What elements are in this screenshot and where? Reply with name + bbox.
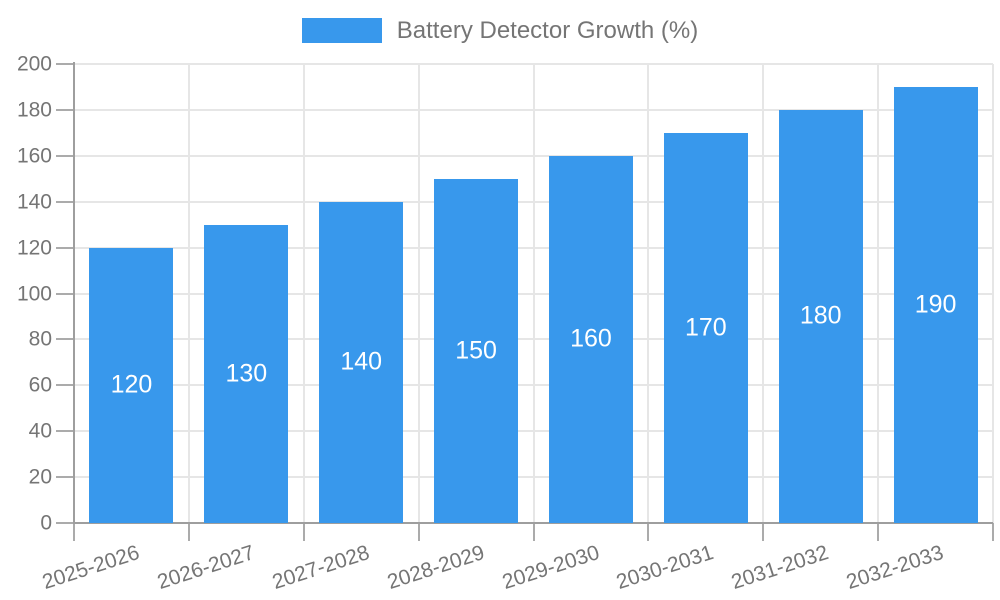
x-tick-mark <box>417 523 420 541</box>
x-gridline <box>762 64 765 523</box>
y-axis-line <box>73 62 75 523</box>
bar-value-label: 140 <box>340 347 383 376</box>
x-gridline <box>187 64 190 523</box>
y-tick-label: 120 <box>16 236 52 260</box>
x-tick-label: 2027-2028 <box>269 541 372 594</box>
x-tick-label: 2025-2026 <box>39 541 143 594</box>
x-gridline <box>532 64 535 523</box>
bar <box>89 247 174 523</box>
x-gridline <box>877 64 880 523</box>
bar <box>548 155 633 523</box>
y-tick-label: 180 <box>16 98 52 122</box>
bar-value-label: 160 <box>570 324 612 353</box>
y-tick-label: 200 <box>16 52 52 76</box>
x-tick-label: 2031-2032 <box>728 541 832 594</box>
bar-value-label: 170 <box>684 313 727 342</box>
y-tick-mark <box>56 292 74 295</box>
y-tick-mark <box>56 430 74 433</box>
y-tick-mark <box>56 476 74 479</box>
x-tick-label: 2026-2027 <box>154 541 258 594</box>
x-tick-label: 2029-2030 <box>499 541 602 594</box>
y-tick-label: 40 <box>28 419 52 443</box>
y-tick-mark <box>56 384 74 387</box>
bar <box>778 109 863 523</box>
y-tick-label: 0 <box>40 511 52 535</box>
bar <box>434 178 519 523</box>
y-tick-mark <box>56 63 74 65</box>
y-tick-label: 160 <box>16 144 52 168</box>
x-tick-mark <box>302 523 305 541</box>
y-tick-mark <box>56 108 74 111</box>
bar-value-label: 190 <box>914 290 957 319</box>
bar <box>204 224 289 523</box>
y-tick-label: 100 <box>16 282 52 305</box>
x-tick-mark <box>647 523 650 541</box>
x-tick-label: 2028-2029 <box>384 541 487 594</box>
y-tick-label: 60 <box>28 373 52 397</box>
x-tick-mark <box>762 523 765 541</box>
x-axis-line <box>73 522 993 524</box>
legend-label: Battery Detector Growth (%) <box>396 17 699 44</box>
y-tick-label: 20 <box>28 465 52 489</box>
y-tick-label: 80 <box>28 327 52 351</box>
x-tick-mark <box>73 523 75 541</box>
bar <box>893 86 978 523</box>
y-tick-mark <box>56 200 74 203</box>
y-tick-label: 140 <box>16 190 52 214</box>
x-gridline <box>647 64 650 523</box>
legend-swatch <box>301 18 382 43</box>
x-tick-label: 2032-2033 <box>843 541 947 594</box>
x-tick-mark <box>992 523 994 541</box>
x-gridline <box>302 64 305 523</box>
bar-value-label: 130 <box>225 359 268 388</box>
y-tick-mark <box>56 154 74 157</box>
y-tick-mark <box>56 338 74 341</box>
bar-value-label: 120 <box>110 370 153 399</box>
x-gridline <box>992 64 994 523</box>
chart-legend[interactable]: Battery Detector Growth (%) <box>0 18 1000 43</box>
bar <box>319 201 404 523</box>
bar <box>663 132 748 523</box>
bar-value-label: 150 <box>455 336 497 365</box>
x-tick-mark <box>877 523 880 541</box>
x-tick-mark <box>187 523 190 541</box>
y-tick-mark <box>56 246 74 249</box>
x-tick-label: 2030-2031 <box>613 541 717 594</box>
bar-value-label: 180 <box>799 301 842 330</box>
y-tick-mark <box>56 522 74 524</box>
x-gridline <box>417 64 420 523</box>
x-tick-mark <box>532 523 535 541</box>
